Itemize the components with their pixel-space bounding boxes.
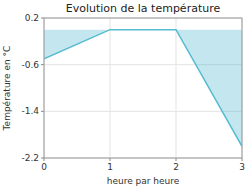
plot-area [44, 18, 242, 158]
chart: 0.2 -0.6 -1.4 -2.20 1 2 3 Evolution de la tempé… [0, 0, 250, 188]
tick-label: 0.2 [25, 13, 39, 23]
tick-label: -1.4 [21, 106, 39, 116]
x-axis-label: heure par heure [107, 176, 180, 186]
series [44, 30, 242, 147]
grid-line [44, 111, 242, 112]
tick-label: -2.2 [21, 153, 39, 163]
tick-label: 2 [173, 162, 179, 172]
plot-frame [44, 18, 242, 158]
grid-line [110, 18, 111, 158]
grid-line [176, 18, 177, 158]
tick-label: 1 [107, 162, 113, 172]
y-axis-label: Température en °C [2, 46, 12, 132]
line [44, 30, 242, 147]
tick-label: 3 [239, 162, 245, 172]
chart-container: 0.2 -0.6 -1.4 -2.20 1 2 3 Evolution de la tempé… [0, 0, 250, 188]
grid [44, 18, 242, 158]
tick-label: 0 [41, 162, 47, 172]
area [44, 30, 242, 147]
title: Evolution de la température [66, 2, 221, 15]
tick-label: -0.6 [21, 60, 39, 70]
